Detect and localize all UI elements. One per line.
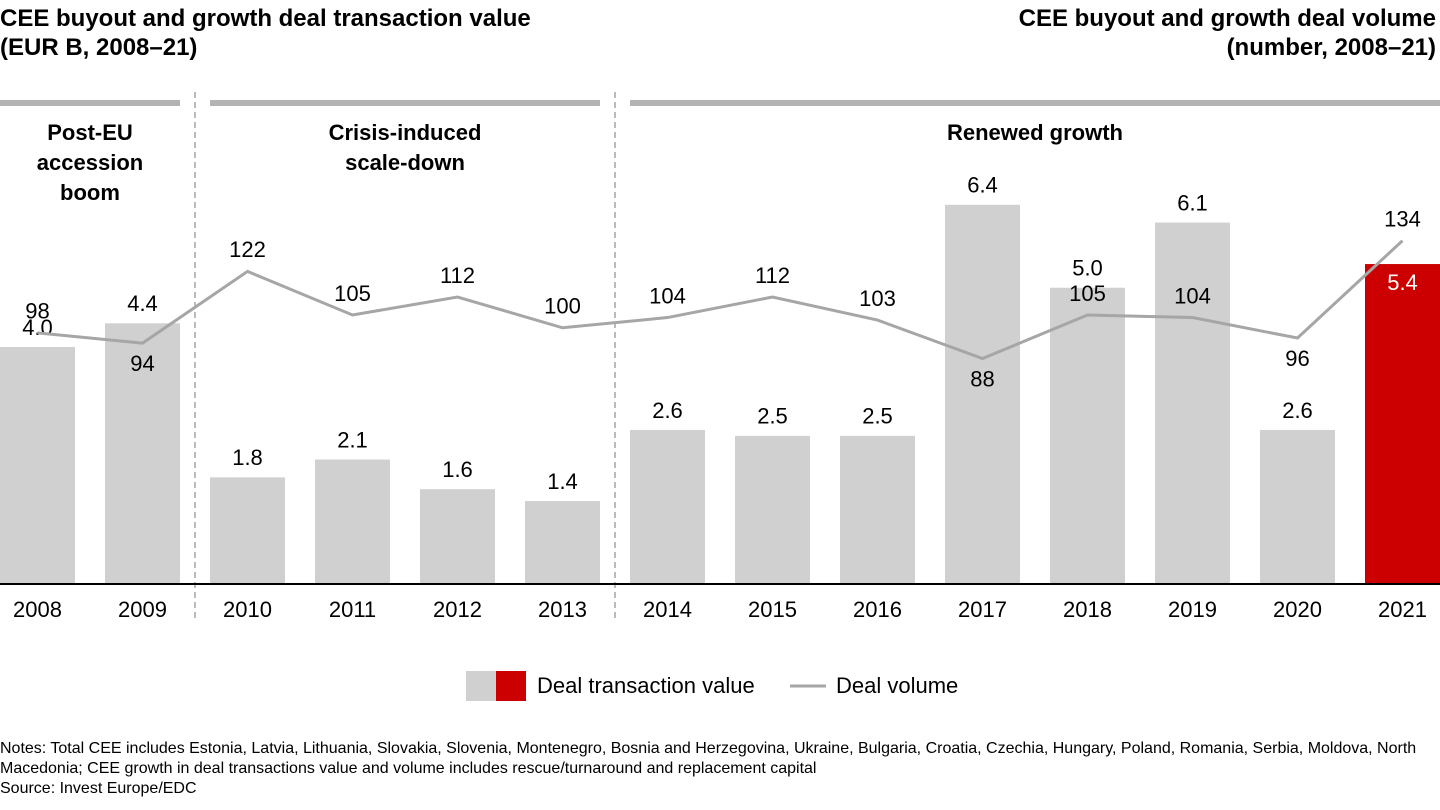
legend-swatch (496, 671, 526, 701)
x-tick-label: 2009 (118, 597, 167, 622)
x-tick-label: 2008 (13, 597, 62, 622)
chart-title: CEE buyout and growth deal transaction v… (0, 4, 531, 62)
x-tick-label: 2014 (643, 597, 692, 622)
line-value-label: 88 (970, 366, 994, 391)
bar-value-label: 5.4 (1387, 270, 1418, 295)
line-value-label: 105 (1069, 281, 1106, 306)
phase-label: Crisis-induced scale-down (328, 120, 482, 175)
phase-bar (210, 100, 600, 106)
x-tick-label: 2015 (748, 597, 797, 622)
bar-value-label: 1.8 (232, 445, 263, 470)
bar (210, 477, 285, 584)
bar-value-label: 6.4 (967, 173, 998, 198)
bar (945, 204, 1020, 585)
bar (525, 501, 600, 584)
phase-label: Post-EU accession boom (36, 120, 144, 205)
bar-value-label: 4.0 (22, 315, 53, 340)
legend-swatch (466, 671, 496, 701)
subtitle: (EUR B, 2008–21) (0, 34, 198, 61)
bar-value-label: 4.4 (127, 291, 158, 316)
subtitle: (number, 2008–21) (1226, 34, 1436, 61)
line (37, 239, 1404, 361)
x-tick-label: 2012 (433, 597, 482, 622)
bar (315, 459, 390, 584)
x-tick-label: 2019 (1168, 597, 1217, 622)
bar-value-label: 2.6 (1282, 398, 1313, 423)
x-tick-label: 2013 (538, 597, 587, 622)
legend-label: Deal volume (836, 673, 958, 698)
x-tick-label: 2011 (329, 597, 376, 622)
chart-title-right: CEE buyout and growth deal volume (numbe… (1019, 4, 1436, 62)
phase-label: Renewed growth (946, 120, 1123, 145)
bar (630, 429, 705, 584)
phase-bar (0, 100, 180, 106)
title: CEE buyout and growth deal volume (1018, 5, 1436, 32)
line-value-label: 134 (1384, 206, 1421, 231)
line-value-label: 112 (755, 263, 790, 288)
legend-label: Deal transaction value (537, 673, 755, 698)
bar (0, 347, 75, 584)
line-value-label: 105 (334, 281, 371, 306)
notes: Notes: Total CEE includes Estonia, Latvi… (0, 740, 1417, 777)
bar (105, 323, 180, 584)
bar-value-label: 2.1 (337, 427, 368, 452)
phase-bar (630, 100, 1440, 106)
line-value-label: 94 (130, 351, 154, 376)
line-value-label: 104 (649, 283, 686, 308)
bar (420, 489, 495, 584)
bar-value-label: 2.5 (757, 404, 788, 429)
x-tick-label: 2021 (1378, 597, 1427, 622)
x-tick-label: 2020 (1273, 597, 1322, 622)
bar (840, 435, 915, 584)
bar (735, 435, 810, 584)
title: CEE buyout and growth deal transaction v… (0, 5, 531, 32)
x-tick-label: 2016 (853, 597, 902, 622)
bar-value-label: 6.1 (1177, 190, 1208, 215)
source: Source: Invest Europe/EDC (0, 780, 197, 797)
bar (1365, 264, 1440, 584)
line-value-label: 104 (1174, 283, 1211, 308)
notes-block: Notes: Total CEE includes Estonia, Latvi… (0, 739, 1440, 799)
bar-value-label: 1.4 (547, 469, 578, 494)
bar-value-label: 1.6 (442, 457, 473, 482)
line-value-label: 100 (544, 294, 581, 319)
bar (1260, 429, 1335, 584)
line-value-label: 103 (859, 286, 896, 311)
x-tick-label: 2010 (223, 597, 272, 622)
bar-value-label: 2.6 (652, 398, 683, 423)
bar-value-label: 2.5 (862, 404, 893, 429)
line-value-label: 112 (440, 263, 475, 288)
line-value-label: 98 (25, 299, 49, 324)
line-value-label: 122 (229, 237, 266, 262)
bar (1155, 222, 1230, 584)
bar-value-label: 5.0 (1072, 256, 1103, 281)
x-tick-label: 2017 (958, 597, 1007, 622)
x-tick-label: 2018 (1063, 597, 1112, 622)
line-value-label: 96 (1285, 346, 1309, 371)
bar (1050, 287, 1125, 584)
